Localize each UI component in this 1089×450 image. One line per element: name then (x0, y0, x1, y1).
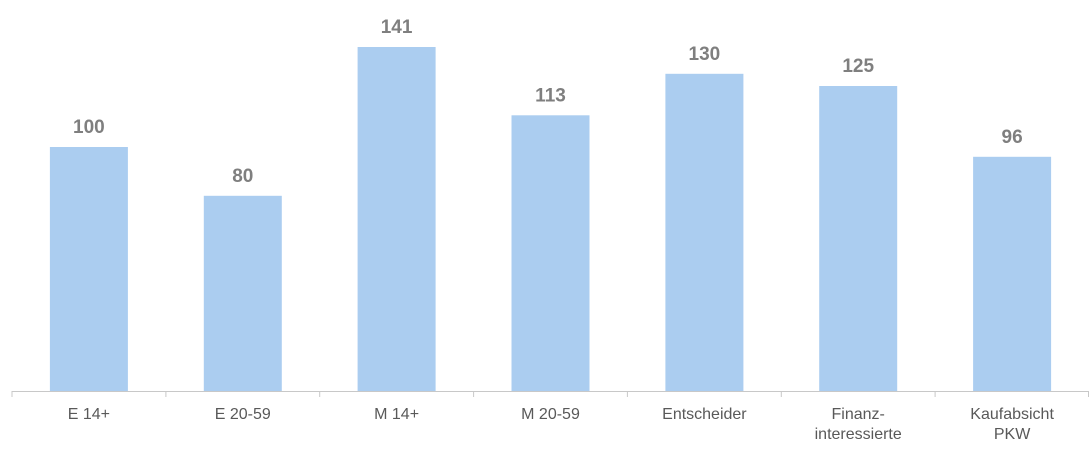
category-label-4: M 20-59 (521, 406, 580, 423)
bar-5 (665, 73, 744, 392)
bar-2 (203, 195, 282, 391)
value-labels-group: 100 80 141 113 130 125 96 (73, 17, 1023, 187)
value-label-7: 96 (1002, 127, 1023, 148)
value-label-2: 80 (232, 166, 253, 187)
bar-6 (819, 86, 898, 391)
bar-4 (511, 115, 590, 392)
category-label-7: Kaufabsicht PKW (970, 406, 1054, 443)
x-axis (11, 391, 1089, 397)
bars-group (49, 47, 1052, 392)
value-label-5: 130 (689, 44, 721, 65)
category-label-6: Finanz-interessierte (815, 406, 902, 443)
category-label-5: Entscheider (662, 406, 747, 423)
value-label-4: 113 (535, 85, 566, 106)
value-label-6: 125 (842, 56, 874, 77)
bar-3 (357, 47, 436, 391)
value-label-1: 100 (73, 117, 105, 138)
category-label-1: E 14+ (68, 406, 110, 423)
category-label-2: E 20-59 (215, 406, 271, 423)
value-label-3: 141 (381, 17, 413, 38)
bar-1 (49, 147, 128, 391)
category-labels-group: E 14+ E 20-59 M 14+ M 20-59 Entscheider Finan… (68, 406, 1055, 443)
bar-7 (973, 156, 1052, 391)
category-label-3: M 14+ (374, 406, 419, 423)
